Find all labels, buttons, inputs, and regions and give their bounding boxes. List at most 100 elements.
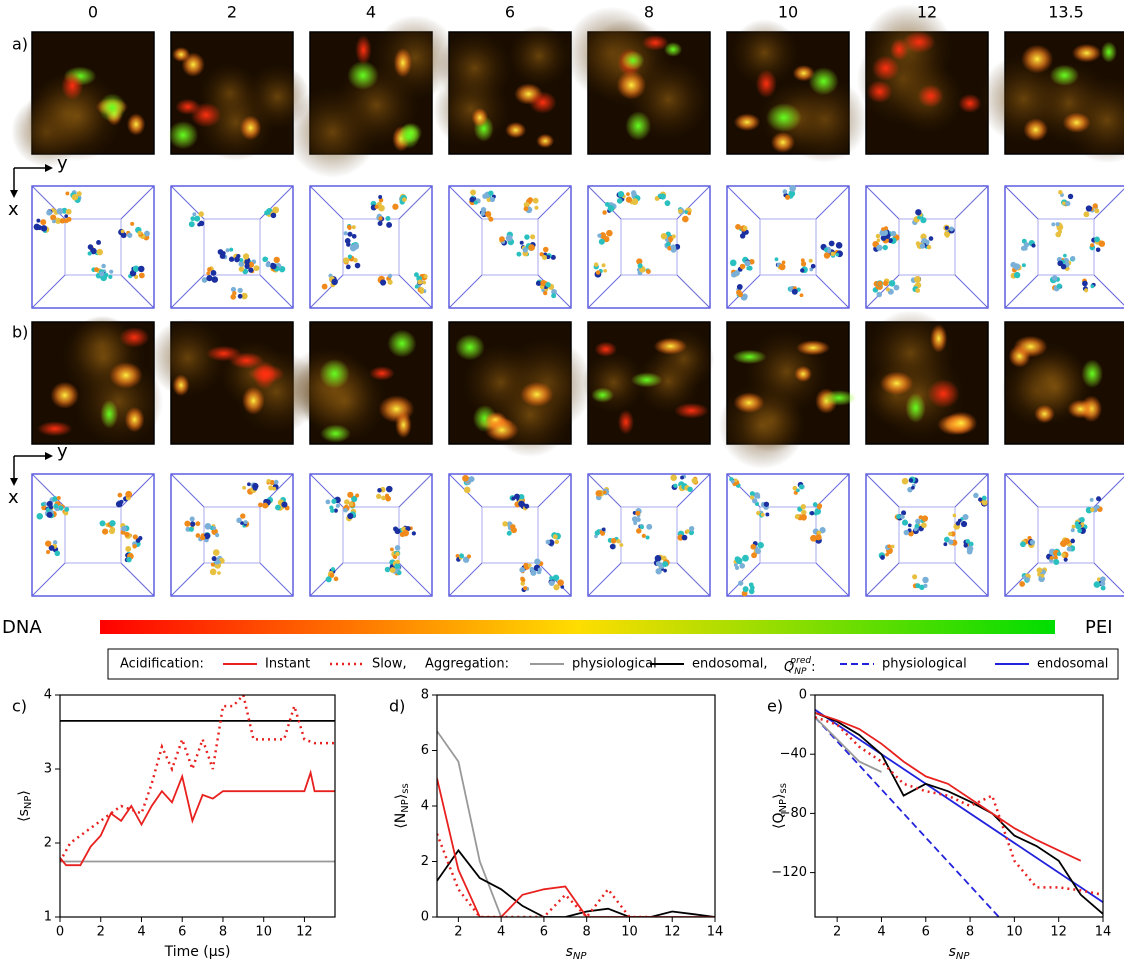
cluster — [800, 504, 807, 510]
cluster — [1096, 577, 1102, 582]
cluster — [604, 201, 610, 207]
column-label: 6 — [505, 3, 515, 22]
haze — [508, 25, 570, 87]
cluster — [778, 263, 786, 271]
cluster — [385, 493, 389, 498]
blob — [484, 418, 519, 442]
cluster — [510, 524, 516, 530]
cluster — [460, 554, 464, 559]
cluster — [896, 514, 901, 520]
series-line — [60, 695, 335, 863]
cluster — [1090, 243, 1095, 248]
cluster — [90, 247, 97, 255]
cluster — [108, 528, 115, 535]
series-line — [815, 709, 1103, 903]
sim-edge — [170, 274, 205, 309]
blob — [621, 50, 645, 71]
cluster — [215, 559, 221, 565]
cluster — [395, 559, 400, 564]
cluster — [637, 263, 643, 269]
cluster — [514, 493, 520, 500]
cluster — [1100, 581, 1106, 587]
sim-edge — [259, 274, 294, 309]
cluster — [828, 240, 835, 247]
cluster — [59, 218, 66, 224]
cluster — [532, 197, 539, 204]
cluster — [56, 207, 64, 215]
cluster — [800, 514, 807, 521]
colorbar-left: DNA — [2, 617, 42, 638]
cluster — [809, 267, 814, 272]
cluster — [330, 567, 336, 572]
cluster — [785, 194, 791, 200]
cluster — [381, 495, 386, 501]
y-tick-label: 6 — [421, 743, 429, 758]
blob — [126, 113, 146, 136]
blob — [1049, 64, 1080, 86]
sim-edge — [954, 274, 989, 309]
sim-edge — [865, 473, 900, 508]
cluster — [184, 520, 191, 527]
series-line — [437, 730, 503, 917]
cluster — [188, 526, 194, 532]
cluster — [636, 517, 641, 523]
cluster — [109, 520, 116, 527]
blob — [958, 93, 982, 113]
cluster — [530, 569, 537, 576]
y-label-sub2: ss — [400, 783, 411, 793]
column-label: 8 — [644, 3, 654, 22]
blob — [616, 70, 647, 100]
y-tick-label: 2 — [421, 854, 429, 869]
blob — [796, 340, 831, 356]
cluster — [198, 211, 204, 217]
sim-edge — [537, 185, 572, 220]
blob — [808, 67, 839, 96]
column-label: 12 — [917, 3, 937, 22]
x-axis-label: sNP — [949, 944, 971, 962]
cluster — [333, 508, 338, 513]
cluster — [351, 233, 357, 239]
cluster — [900, 514, 905, 520]
cluster — [659, 193, 666, 200]
cluster — [1021, 263, 1026, 268]
sim-edge — [537, 473, 572, 508]
column-label: 0 — [88, 3, 98, 22]
cluster — [734, 565, 740, 570]
legend-text: physiological — [882, 657, 967, 672]
y-label-main: ⟨Q — [771, 812, 787, 828]
cluster — [385, 216, 391, 221]
cluster — [527, 197, 533, 203]
cluster — [132, 544, 137, 549]
cluster — [349, 502, 354, 507]
cluster — [1095, 247, 1101, 253]
cluster — [800, 268, 805, 273]
blob — [927, 379, 960, 409]
cluster — [387, 279, 393, 285]
cluster — [602, 490, 607, 495]
cluster — [809, 510, 815, 516]
cluster — [211, 556, 217, 562]
x-tick-label: 10 — [255, 925, 272, 940]
cluster — [212, 549, 220, 556]
blob — [879, 371, 914, 396]
x-tick-label: 4 — [137, 925, 145, 940]
cluster — [1031, 243, 1036, 248]
sim-edge — [398, 473, 433, 508]
blob — [1021, 44, 1054, 74]
cluster — [1060, 263, 1067, 270]
blob — [355, 34, 372, 65]
arrowhead — [45, 164, 53, 172]
sim-edge — [676, 562, 711, 597]
sim-edge — [815, 185, 850, 220]
cluster — [877, 280, 883, 287]
sim-box-inner — [481, 506, 539, 564]
cluster — [488, 216, 494, 222]
cluster — [347, 512, 354, 520]
cluster — [101, 263, 106, 269]
cluster — [1055, 222, 1060, 227]
cluster — [125, 546, 132, 552]
cluster — [462, 474, 469, 482]
cluster — [691, 477, 698, 484]
cluster — [887, 544, 891, 549]
haze — [979, 54, 1068, 144]
